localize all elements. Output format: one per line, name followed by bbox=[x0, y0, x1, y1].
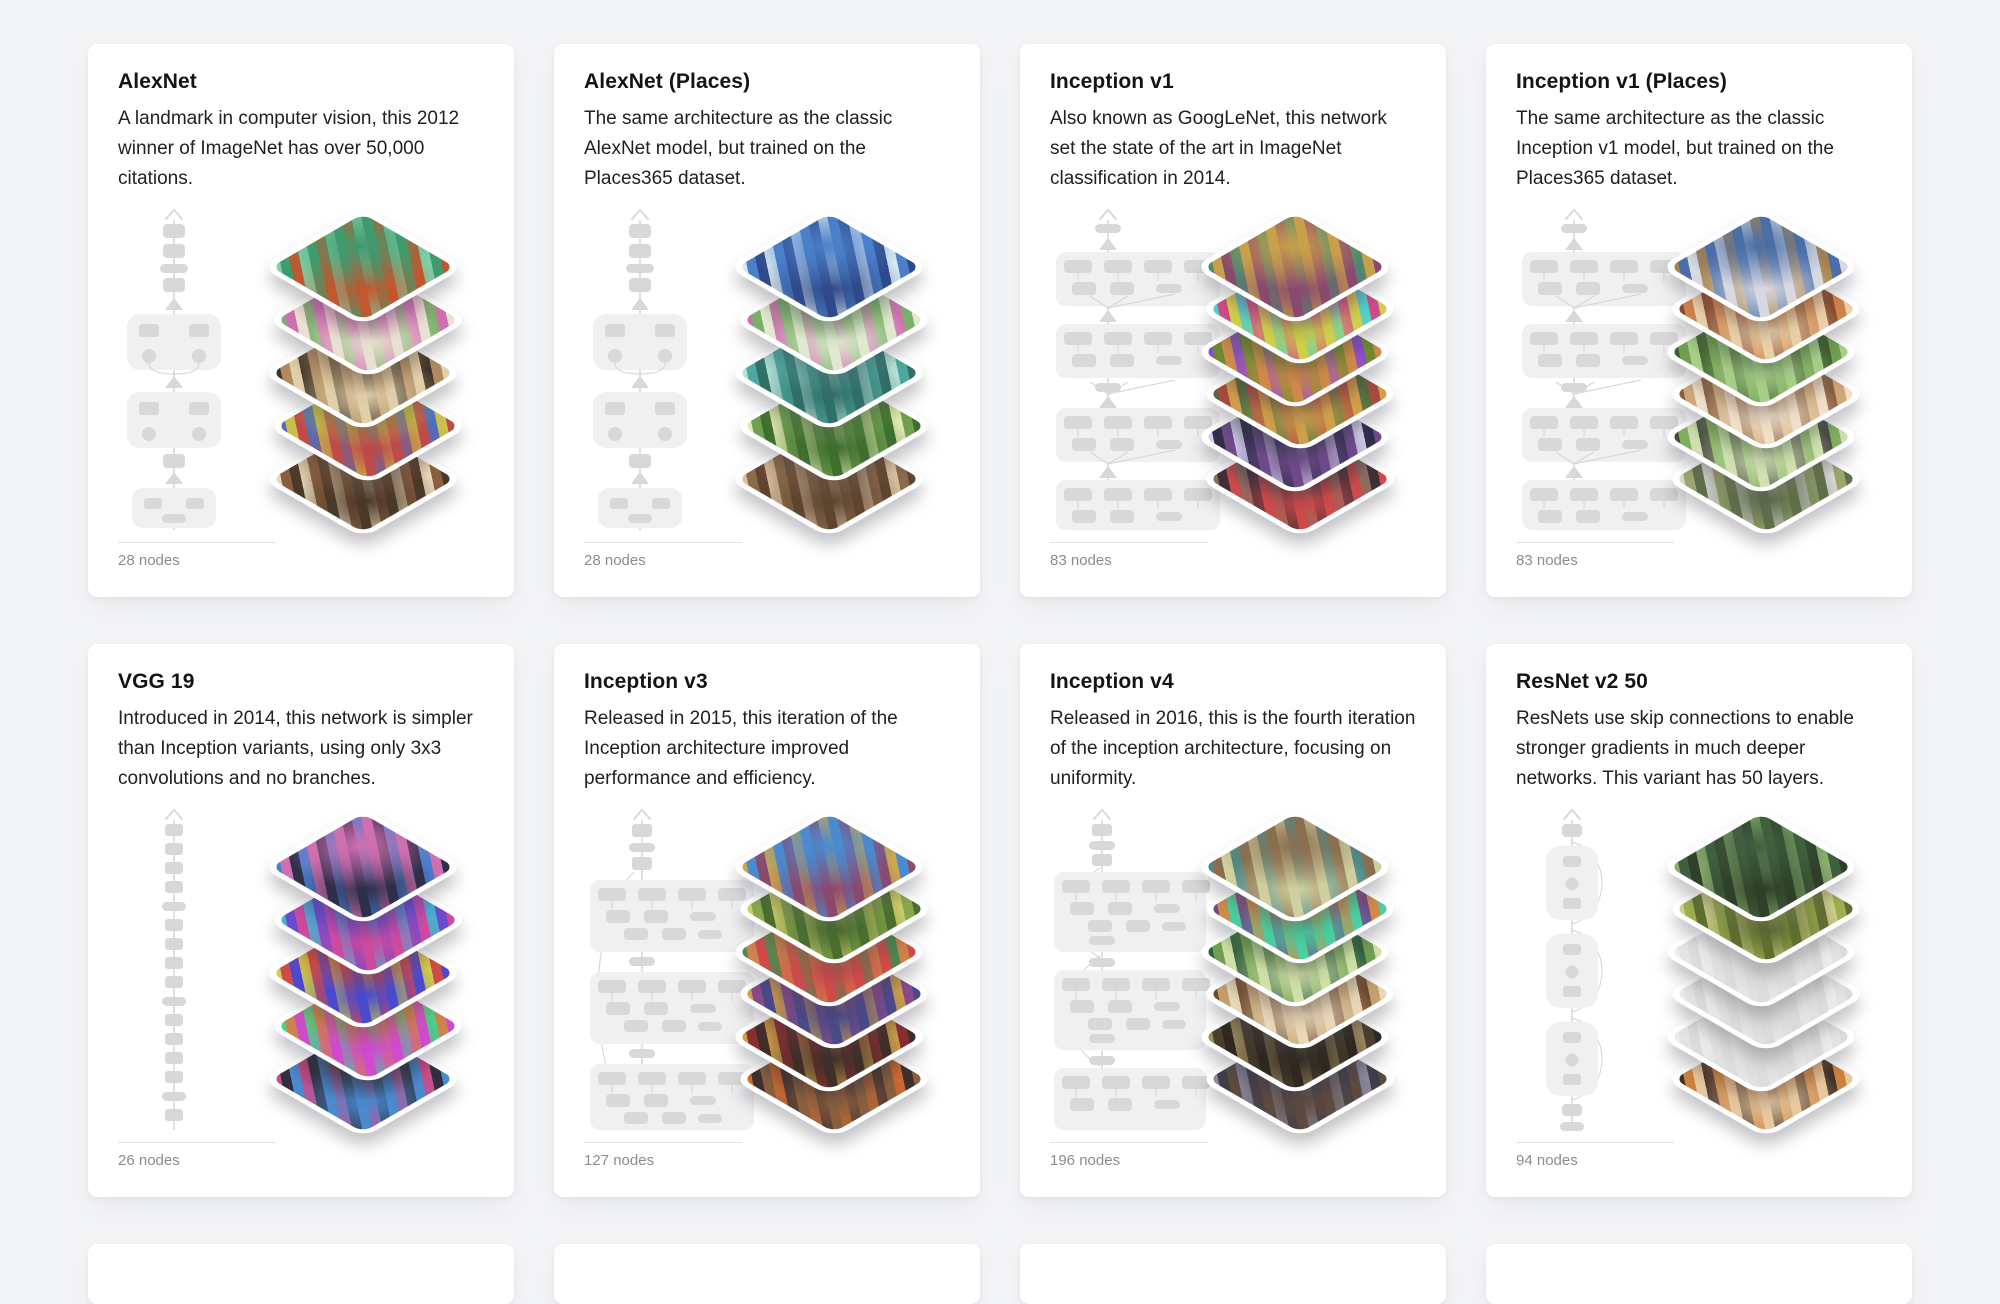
feature-viz-image bbox=[1193, 207, 1397, 327]
feature-viz-image bbox=[1193, 807, 1397, 927]
feature-viz-layer bbox=[1659, 795, 1863, 939]
feature-viz-layer bbox=[261, 795, 465, 939]
model-description: A landmark in computer vision, this 2012… bbox=[118, 108, 460, 189]
node-count-label: 83 nodes bbox=[1050, 552, 1112, 569]
model-title: Inception v3 bbox=[584, 670, 708, 693]
model-preview bbox=[1516, 807, 1882, 1140]
model-description: ResNets use skip connections to enable s… bbox=[1516, 708, 1854, 789]
feature-viz-layer bbox=[727, 795, 931, 939]
feature-visualization-stack bbox=[260, 207, 470, 539]
architecture-graph-icon bbox=[1056, 208, 1220, 530]
feature-viz-layer bbox=[261, 195, 465, 339]
graph-baseline bbox=[1050, 1142, 1208, 1143]
model-card[interactable]: ResNet v2 50 ResNets use skip connection… bbox=[1486, 644, 1912, 1197]
architecture-graph-icon bbox=[590, 808, 754, 1130]
model-card[interactable]: Inception v1 (Places) The same architect… bbox=[1486, 44, 1912, 597]
model-description: Introduced in 2014, this network is simp… bbox=[118, 708, 473, 789]
feature-visualization-stack bbox=[1192, 807, 1402, 1139]
model-card-partial bbox=[1486, 1244, 1912, 1304]
model-title: AlexNet bbox=[118, 70, 197, 93]
model-description: Also known as GoogLeNet, this network se… bbox=[1050, 108, 1387, 189]
model-card-partial bbox=[1020, 1244, 1446, 1304]
model-description: The same architecture as the classic Ale… bbox=[584, 108, 893, 189]
graph-baseline bbox=[118, 1142, 276, 1143]
node-count-label: 26 nodes bbox=[118, 1152, 180, 1169]
feature-visualization-stack bbox=[1658, 207, 1868, 539]
graph-baseline bbox=[1516, 542, 1674, 543]
graph-baseline bbox=[1050, 542, 1208, 543]
architecture-graph-icon bbox=[593, 208, 687, 530]
model-card[interactable]: AlexNet A landmark in computer vision, t… bbox=[88, 44, 514, 597]
node-count-label: 28 nodes bbox=[118, 552, 180, 569]
model-preview bbox=[1050, 807, 1416, 1140]
model-card-partial bbox=[554, 1244, 980, 1304]
feature-viz-image bbox=[727, 807, 931, 927]
node-count-label: 28 nodes bbox=[584, 552, 646, 569]
graph-baseline bbox=[1516, 1142, 1674, 1143]
model-title: Inception v4 bbox=[1050, 670, 1174, 693]
model-card-partial bbox=[88, 1244, 514, 1304]
feature-viz-layer bbox=[1193, 795, 1397, 939]
feature-visualization-stack bbox=[260, 807, 470, 1139]
model-title: AlexNet (Places) bbox=[584, 70, 751, 93]
model-preview bbox=[118, 207, 484, 540]
model-title: VGG 19 bbox=[118, 670, 195, 693]
feature-viz-layer bbox=[727, 195, 931, 339]
model-preview bbox=[584, 807, 950, 1140]
feature-visualization-stack bbox=[726, 807, 936, 1139]
model-card[interactable]: VGG 19 Introduced in 2014, this network … bbox=[88, 644, 514, 1197]
architecture-graph-icon bbox=[1546, 808, 1603, 1131]
feature-viz-image bbox=[1659, 207, 1863, 327]
model-description: Released in 2016, this is the fourth ite… bbox=[1050, 708, 1416, 789]
model-card[interactable]: Inception v3 Released in 2015, this iter… bbox=[554, 644, 980, 1197]
graph-baseline bbox=[584, 1142, 742, 1143]
model-card[interactable]: Inception v4 Released in 2016, this is t… bbox=[1020, 644, 1446, 1197]
model-preview bbox=[118, 807, 484, 1140]
architecture-graph-icon bbox=[1522, 208, 1686, 530]
model-title: Inception v1 (Places) bbox=[1516, 70, 1728, 93]
feature-viz-image bbox=[727, 207, 931, 327]
model-title: Inception v1 bbox=[1050, 70, 1174, 93]
architecture-graph-icon bbox=[162, 808, 186, 1130]
model-preview bbox=[1050, 207, 1416, 540]
model-description: The same architecture as the classic Inc… bbox=[1516, 108, 1834, 189]
node-count-label: 196 nodes bbox=[1050, 1152, 1121, 1169]
node-count-label: 127 nodes bbox=[584, 1152, 655, 1169]
node-count-label: 94 nodes bbox=[1516, 1152, 1578, 1169]
feature-visualization-stack bbox=[1192, 207, 1402, 539]
feature-visualization-stack bbox=[726, 207, 936, 539]
feature-visualization-stack bbox=[1658, 807, 1868, 1139]
model-description: Released in 2015, this iteration of the … bbox=[584, 708, 898, 789]
feature-viz-image bbox=[1659, 807, 1863, 927]
graph-baseline bbox=[584, 542, 742, 543]
feature-viz-image bbox=[261, 207, 465, 327]
model-preview bbox=[1516, 207, 1882, 540]
model-title: ResNet v2 50 bbox=[1516, 670, 1648, 693]
model-card[interactable]: Inception v1 Also known as GoogLeNet, th… bbox=[1020, 44, 1446, 597]
model-card[interactable]: AlexNet (Places) The same architecture a… bbox=[554, 44, 980, 597]
model-preview bbox=[584, 207, 950, 540]
feature-viz-layer bbox=[1193, 195, 1397, 339]
feature-viz-layer bbox=[1659, 195, 1863, 339]
architecture-graph-icon bbox=[1054, 808, 1210, 1130]
node-count-label: 83 nodes bbox=[1516, 552, 1578, 569]
architecture-graph-icon bbox=[127, 208, 221, 530]
feature-viz-image bbox=[261, 807, 465, 927]
graph-baseline bbox=[118, 542, 276, 543]
